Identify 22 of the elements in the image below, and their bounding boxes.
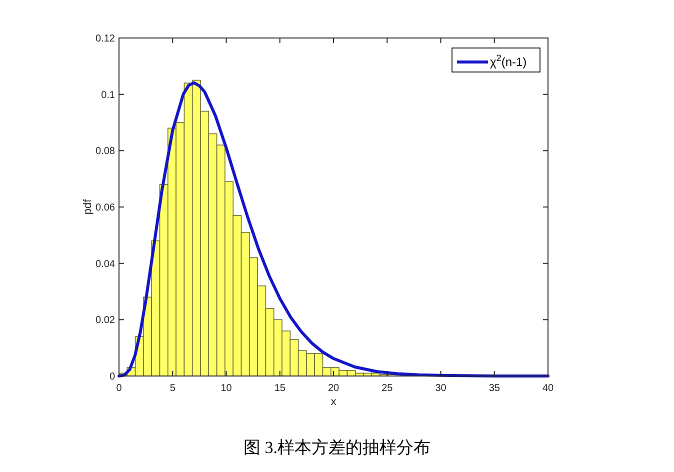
x-tick-label: 10	[220, 383, 232, 394]
x-tick-label: 5	[170, 383, 176, 394]
x-tick-label: 0	[116, 383, 122, 394]
y-tick-label: 0.12	[96, 34, 116, 44]
y-tick-label: 0.02	[96, 315, 116, 326]
x-tick-label: 25	[382, 383, 394, 394]
caption: 图 3.样本方差的抽样分布	[244, 438, 430, 457]
y-tick-label: 0.08	[96, 146, 116, 158]
legend-label: χ$^{2}$(n-1)	[490, 53, 527, 69]
x-tick-label: 35	[488, 383, 500, 394]
y-tick-label: 0.06	[96, 202, 116, 214]
y-tick-label: 0.1	[101, 90, 116, 101]
line-series	[118, 81, 550, 378]
legend: χ$^{2}$(n-1)	[452, 48, 540, 72]
x-axis-title: x	[330, 396, 337, 408]
x-tick-label: 20	[328, 383, 340, 394]
x-tick-label: 40	[542, 383, 554, 394]
y-tick-label: 0	[109, 372, 116, 382]
y-axis-title: pdf	[82, 198, 94, 215]
x-tick-label: 30	[435, 383, 447, 394]
y-tick-label: 0.04	[96, 258, 116, 270]
x-tick-label: 15	[274, 383, 286, 394]
